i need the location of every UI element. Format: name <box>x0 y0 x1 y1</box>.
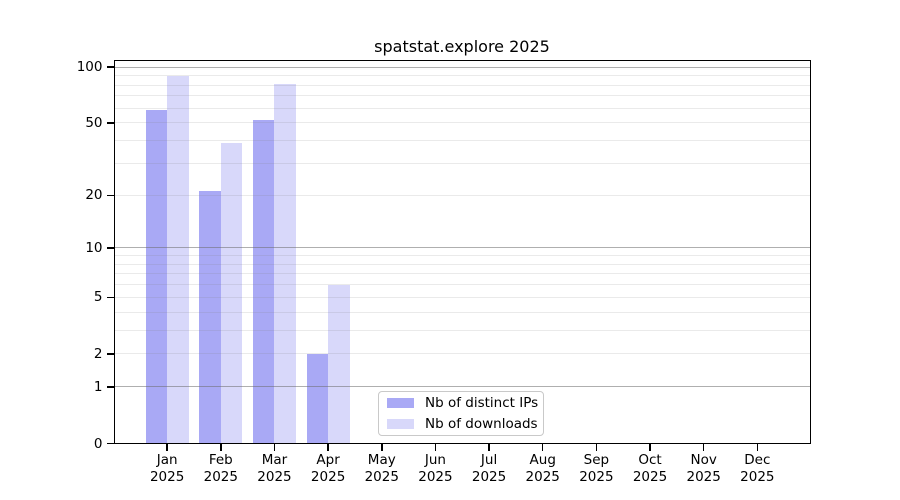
gridline-minor-50 <box>113 122 811 124</box>
gridline-minor-5 <box>113 296 811 298</box>
y-tick-label-20: 20 <box>85 187 103 204</box>
gridline-minor-3 <box>113 329 811 331</box>
gridline-major-10 <box>113 247 811 249</box>
y-tick-label-10: 10 <box>85 239 103 256</box>
gridline-minor-20 <box>113 194 811 196</box>
legend-entry-downloads: Nb of downloads <box>387 416 543 432</box>
legend-swatch-distinct-ips-icon <box>387 398 414 408</box>
x-tick-mark-jul <box>488 443 490 451</box>
y-tick-mark-20 <box>106 194 114 196</box>
y-tick-mark-50 <box>106 122 114 124</box>
bar-distinct-ips-feb <box>199 191 221 444</box>
x-tick-label-jul: Jul 2025 <box>471 451 507 485</box>
legend: Nb of distinct IPs Nb of downloads <box>378 391 544 436</box>
legend-label-downloads: Nb of downloads <box>425 416 538 432</box>
chart-title: spatstat.explore 2025 <box>374 37 550 56</box>
y-tick-label-2: 2 <box>93 345 103 362</box>
y-tick-mark-10 <box>106 247 114 249</box>
gridline-minor-4 <box>113 311 811 313</box>
legend-swatch-downloads-icon <box>387 419 414 429</box>
y-tick-label-100: 100 <box>76 59 103 76</box>
gridline-minor-70 <box>113 95 811 97</box>
x-tick-mark-dec <box>756 443 759 451</box>
x-tick-mark-nov <box>702 443 705 451</box>
y-tick-label-1: 1 <box>93 378 103 395</box>
x-tick-mark-mar <box>273 443 276 451</box>
x-tick-label-dec: Dec 2025 <box>740 451 775 485</box>
x-tick-mark-sep <box>595 443 598 451</box>
x-tick-label-feb: Feb 2025 <box>203 451 238 485</box>
x-tick-mark-may <box>381 443 383 451</box>
x-tick-label-mar: Mar 2025 <box>257 451 292 485</box>
bar-distinct-ips-apr <box>306 353 329 444</box>
x-tick-label-jan: Jan 2025 <box>149 451 185 485</box>
x-tick-mark-feb <box>220 443 222 451</box>
legend-label-distinct-ips: Nb of distinct IPs <box>425 395 539 411</box>
x-tick-label-aug: Aug 2025 <box>525 451 560 485</box>
gridline-minor-40 <box>113 140 811 142</box>
gridline-minor-30 <box>113 163 811 164</box>
gridline-major-1 <box>113 386 811 388</box>
x-tick-label-oct: Oct 2025 <box>632 451 668 485</box>
gridline-minor-80 <box>113 84 811 86</box>
y-tick-mark-1 <box>106 386 114 388</box>
x-tick-label-jun: Jun 2025 <box>418 451 453 485</box>
gridline-minor-9 <box>113 255 811 257</box>
x-tick-label-apr: Apr 2025 <box>310 451 346 485</box>
gridline-minor-8 <box>113 263 811 265</box>
legend-entry-distinct-ips: Nb of distinct IPs <box>387 395 543 411</box>
bar-downloads-feb <box>220 142 243 444</box>
x-tick-mark-oct <box>649 443 651 451</box>
gridline-minor-6 <box>113 284 811 286</box>
y-tick-label-5: 5 <box>93 289 103 306</box>
x-tick-label-sep: Sep 2025 <box>579 451 614 485</box>
gridline-minor-60 <box>113 107 811 109</box>
y-tick-mark-100 <box>106 66 114 68</box>
x-tick-mark-aug <box>541 443 544 451</box>
y-tick-label-50: 50 <box>85 114 103 131</box>
gridline-minor-2 <box>113 353 811 355</box>
bar-distinct-ips-mar <box>253 119 275 444</box>
bar-downloads-jan <box>167 75 189 444</box>
bar-distinct-ips-jan <box>145 109 168 444</box>
gridline-major-100 <box>113 66 811 68</box>
bar-downloads-apr <box>328 284 350 444</box>
x-tick-label-may: May 2025 <box>364 451 399 485</box>
y-tick-mark-5 <box>106 296 114 299</box>
bar-downloads-mar <box>274 84 296 444</box>
x-tick-mark-jun <box>434 443 437 451</box>
gridline-minor-7 <box>113 273 811 275</box>
x-tick-label-nov: Nov 2025 <box>686 451 721 485</box>
y-tick-label-0: 0 <box>93 435 103 452</box>
y-tick-mark-2 <box>106 353 114 355</box>
x-tick-mark-jan <box>166 443 168 451</box>
gridline-minor-90 <box>113 75 811 77</box>
y-tick-mark-0 <box>106 442 114 445</box>
x-tick-mark-apr <box>327 443 329 451</box>
